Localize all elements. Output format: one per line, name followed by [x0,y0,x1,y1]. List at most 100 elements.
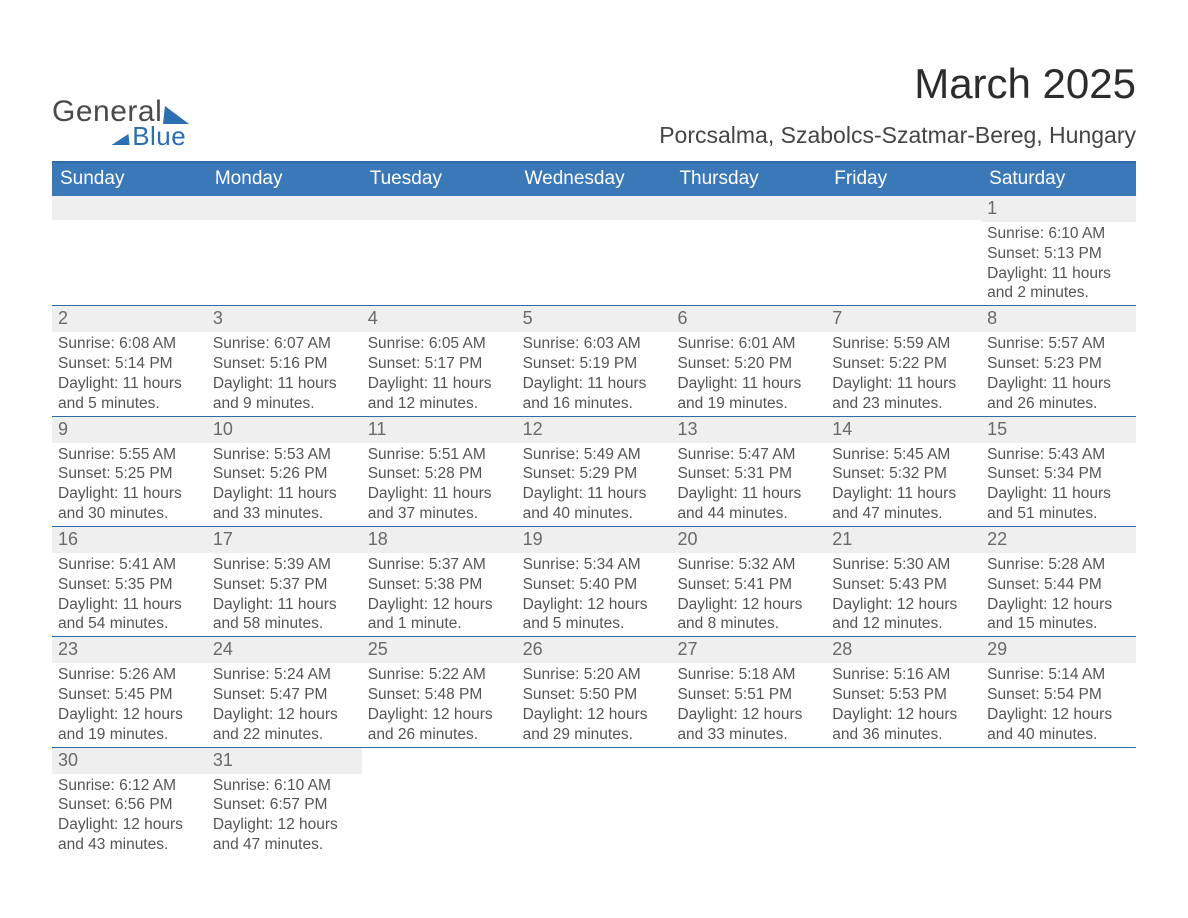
sunrise-line: Sunrise: 5:32 AM [677,555,820,575]
daylight-line: Daylight: 11 hours and 44 minutes. [677,484,820,524]
sunset-line: Sunset: 5:41 PM [677,575,820,595]
day-details: Sunrise: 5:51 AMSunset: 5:28 PMDaylight:… [362,443,517,526]
day-number: 24 [207,637,362,663]
sunset-line: Sunset: 5:37 PM [213,575,356,595]
logo: General Blue [52,97,190,149]
day-details [517,220,672,224]
daylight-line: Daylight: 11 hours and 5 minutes. [58,374,201,414]
calendar-cell: 10Sunrise: 5:53 AMSunset: 5:26 PMDayligh… [207,417,362,526]
day-details: Sunrise: 5:53 AMSunset: 5:26 PMDaylight:… [207,443,362,526]
day-number: 16 [52,527,207,553]
calendar-cell: 29Sunrise: 5:14 AMSunset: 5:54 PMDayligh… [981,637,1136,746]
day-details [671,772,826,776]
day-details [826,772,981,776]
sunrise-line: Sunrise: 5:53 AM [213,445,356,465]
day-details [517,772,672,776]
weekday-header: Monday [207,163,362,196]
day-details: Sunrise: 5:59 AMSunset: 5:22 PMDaylight:… [826,332,981,415]
sunset-line: Sunset: 5:54 PM [987,685,1130,705]
daylight-line: Daylight: 12 hours and 5 minutes. [523,595,666,635]
calendar-cell: 28Sunrise: 5:16 AMSunset: 5:53 PMDayligh… [826,637,981,746]
day-number: 21 [826,527,981,553]
calendar-cell: 6Sunrise: 6:01 AMSunset: 5:20 PMDaylight… [671,306,826,415]
calendar-cell: 11Sunrise: 5:51 AMSunset: 5:28 PMDayligh… [362,417,517,526]
sunrise-line: Sunrise: 5:59 AM [832,334,975,354]
day-number: 10 [207,417,362,443]
sunrise-line: Sunrise: 5:34 AM [523,555,666,575]
day-details [362,220,517,224]
daylight-line: Daylight: 11 hours and 16 minutes. [523,374,666,414]
calendar-cell [362,196,517,305]
daylight-line: Daylight: 12 hours and 19 minutes. [58,705,201,745]
calendar-cell: 31Sunrise: 6:10 AMSunset: 6:57 PMDayligh… [207,748,362,857]
sunset-line: Sunset: 5:13 PM [987,244,1130,264]
day-number: 14 [826,417,981,443]
daylight-line: Daylight: 12 hours and 43 minutes. [58,815,201,855]
day-number: 3 [207,306,362,332]
calendar-cell [517,748,672,857]
day-number [671,196,826,220]
sunrise-line: Sunrise: 5:18 AM [677,665,820,685]
logo-text-2: Blue [52,123,190,149]
page: General Blue March 2025 Porcsalma, Szabo… [0,0,1188,918]
sunrise-line: Sunrise: 5:28 AM [987,555,1130,575]
sunrise-line: Sunrise: 5:37 AM [368,555,511,575]
daylight-line: Daylight: 12 hours and 33 minutes. [677,705,820,745]
sunset-line: Sunset: 5:17 PM [368,354,511,374]
day-details: Sunrise: 5:41 AMSunset: 5:35 PMDaylight:… [52,553,207,636]
day-number: 11 [362,417,517,443]
day-details: Sunrise: 5:34 AMSunset: 5:40 PMDaylight:… [517,553,672,636]
day-number: 6 [671,306,826,332]
daylight-line: Daylight: 11 hours and 37 minutes. [368,484,511,524]
day-details: Sunrise: 5:37 AMSunset: 5:38 PMDaylight:… [362,553,517,636]
sunrise-line: Sunrise: 5:30 AM [832,555,975,575]
sunrise-line: Sunrise: 6:07 AM [213,334,356,354]
calendar-week: 9Sunrise: 5:55 AMSunset: 5:25 PMDaylight… [52,417,1136,527]
sunrise-line: Sunrise: 6:12 AM [58,776,201,796]
day-details: Sunrise: 5:57 AMSunset: 5:23 PMDaylight:… [981,332,1136,415]
day-number: 1 [981,196,1136,222]
day-number: 29 [981,637,1136,663]
location-subtitle: Porcsalma, Szabolcs-Szatmar-Bereg, Hunga… [659,122,1136,149]
day-details: Sunrise: 5:30 AMSunset: 5:43 PMDaylight:… [826,553,981,636]
sunrise-line: Sunrise: 5:51 AM [368,445,511,465]
day-number: 28 [826,637,981,663]
header-row: General Blue March 2025 Porcsalma, Szabo… [52,60,1136,149]
sunrise-line: Sunrise: 6:10 AM [213,776,356,796]
calendar-cell: 18Sunrise: 5:37 AMSunset: 5:38 PMDayligh… [362,527,517,636]
day-details: Sunrise: 5:20 AMSunset: 5:50 PMDaylight:… [517,663,672,746]
calendar-cell [207,196,362,305]
sunrise-line: Sunrise: 5:14 AM [987,665,1130,685]
day-number: 22 [981,527,1136,553]
day-details [362,772,517,776]
calendar-cell: 16Sunrise: 5:41 AMSunset: 5:35 PMDayligh… [52,527,207,636]
sunrise-line: Sunrise: 5:20 AM [523,665,666,685]
sunset-line: Sunset: 5:35 PM [58,575,201,595]
day-number: 4 [362,306,517,332]
day-details [981,772,1136,776]
calendar-body: 1Sunrise: 6:10 AMSunset: 5:13 PMDaylight… [52,196,1136,857]
calendar-cell: 22Sunrise: 5:28 AMSunset: 5:44 PMDayligh… [981,527,1136,636]
calendar-cell: 15Sunrise: 5:43 AMSunset: 5:34 PMDayligh… [981,417,1136,526]
calendar-cell [362,748,517,857]
calendar-cell: 2Sunrise: 6:08 AMSunset: 5:14 PMDaylight… [52,306,207,415]
sunset-line: Sunset: 5:47 PM [213,685,356,705]
sunrise-line: Sunrise: 5:49 AM [523,445,666,465]
sunrise-line: Sunrise: 5:24 AM [213,665,356,685]
sunset-line: Sunset: 6:56 PM [58,795,201,815]
sunrise-line: Sunrise: 5:45 AM [832,445,975,465]
daylight-line: Daylight: 12 hours and 22 minutes. [213,705,356,745]
day-number: 30 [52,748,207,774]
daylight-line: Daylight: 12 hours and 12 minutes. [832,595,975,635]
calendar-cell: 25Sunrise: 5:22 AMSunset: 5:48 PMDayligh… [362,637,517,746]
daylight-line: Daylight: 12 hours and 8 minutes. [677,595,820,635]
day-number: 8 [981,306,1136,332]
day-number: 2 [52,306,207,332]
day-number [52,196,207,220]
day-details: Sunrise: 6:10 AMSunset: 5:13 PMDaylight:… [981,222,1136,305]
daylight-line: Daylight: 12 hours and 36 minutes. [832,705,975,745]
day-number [826,196,981,220]
daylight-line: Daylight: 11 hours and 40 minutes. [523,484,666,524]
day-details: Sunrise: 6:01 AMSunset: 5:20 PMDaylight:… [671,332,826,415]
calendar-cell [826,196,981,305]
